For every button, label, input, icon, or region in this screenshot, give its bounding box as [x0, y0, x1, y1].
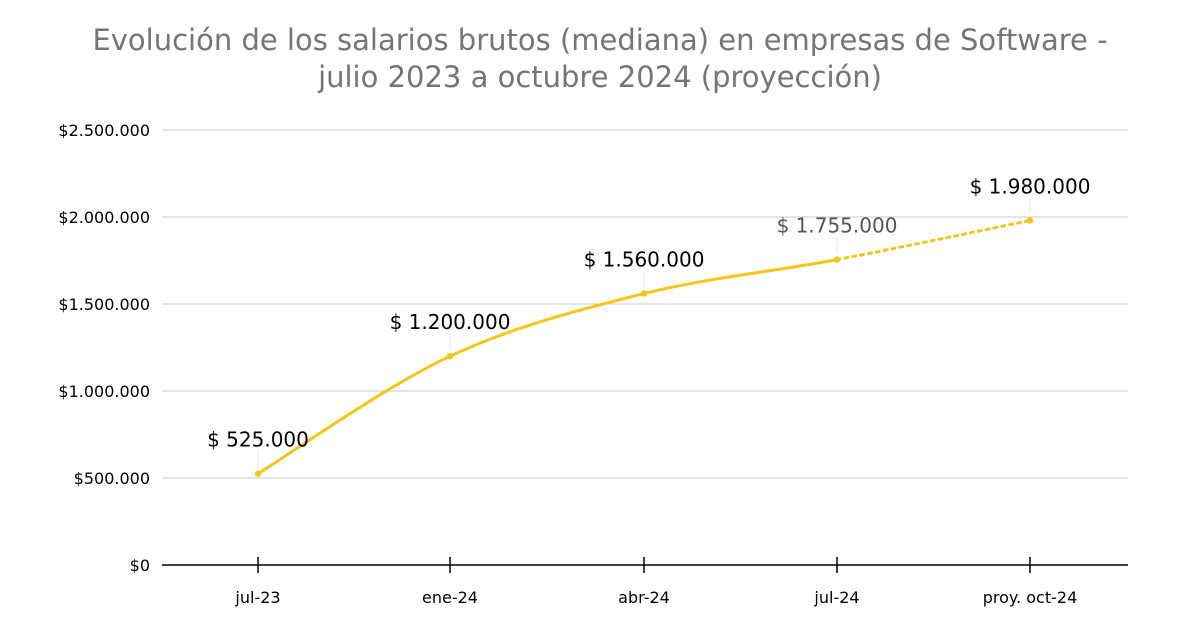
y-tick-label: $500.000 — [74, 469, 150, 488]
series-line-projection — [835, 218, 1032, 262]
x-tick-label: proy. oct-24 — [983, 588, 1078, 607]
chart-title-line-2: julio 2023 a octubre 2024 (proyección) — [318, 60, 882, 94]
y-tick-label: $2.500.000 — [58, 121, 150, 140]
y-tick-label: $2.000.000 — [58, 208, 150, 227]
y-tick-label: $1.000.000 — [58, 382, 150, 401]
x-tick-label: jul-23 — [234, 588, 280, 607]
series-line — [256, 258, 839, 476]
data-point — [254, 470, 262, 477]
x-tick-label: jul-24 — [813, 588, 859, 607]
y-tick-label: $0 — [130, 556, 150, 575]
x-tick-label: abr-24 — [618, 588, 670, 607]
data-label: $ 525.000 — [207, 428, 309, 452]
data-label: $ 1.980.000 — [970, 174, 1091, 198]
data-label: $ 1.200.000 — [390, 310, 511, 334]
data-point — [1026, 217, 1034, 224]
x-tick-label: ene-24 — [422, 588, 478, 607]
data-point — [446, 353, 454, 360]
y-tick-label: $1.500.000 — [58, 295, 150, 314]
chart-title-line-1: Evolución de los salarios brutos (median… — [92, 23, 1108, 57]
chart-title: Evolución de los salarios brutos (median… — [0, 22, 1200, 96]
data-point — [640, 290, 648, 297]
data-point — [833, 256, 841, 263]
data-label: $ 1.755.000 — [777, 214, 898, 238]
data-label: $ 1.560.000 — [584, 248, 705, 272]
